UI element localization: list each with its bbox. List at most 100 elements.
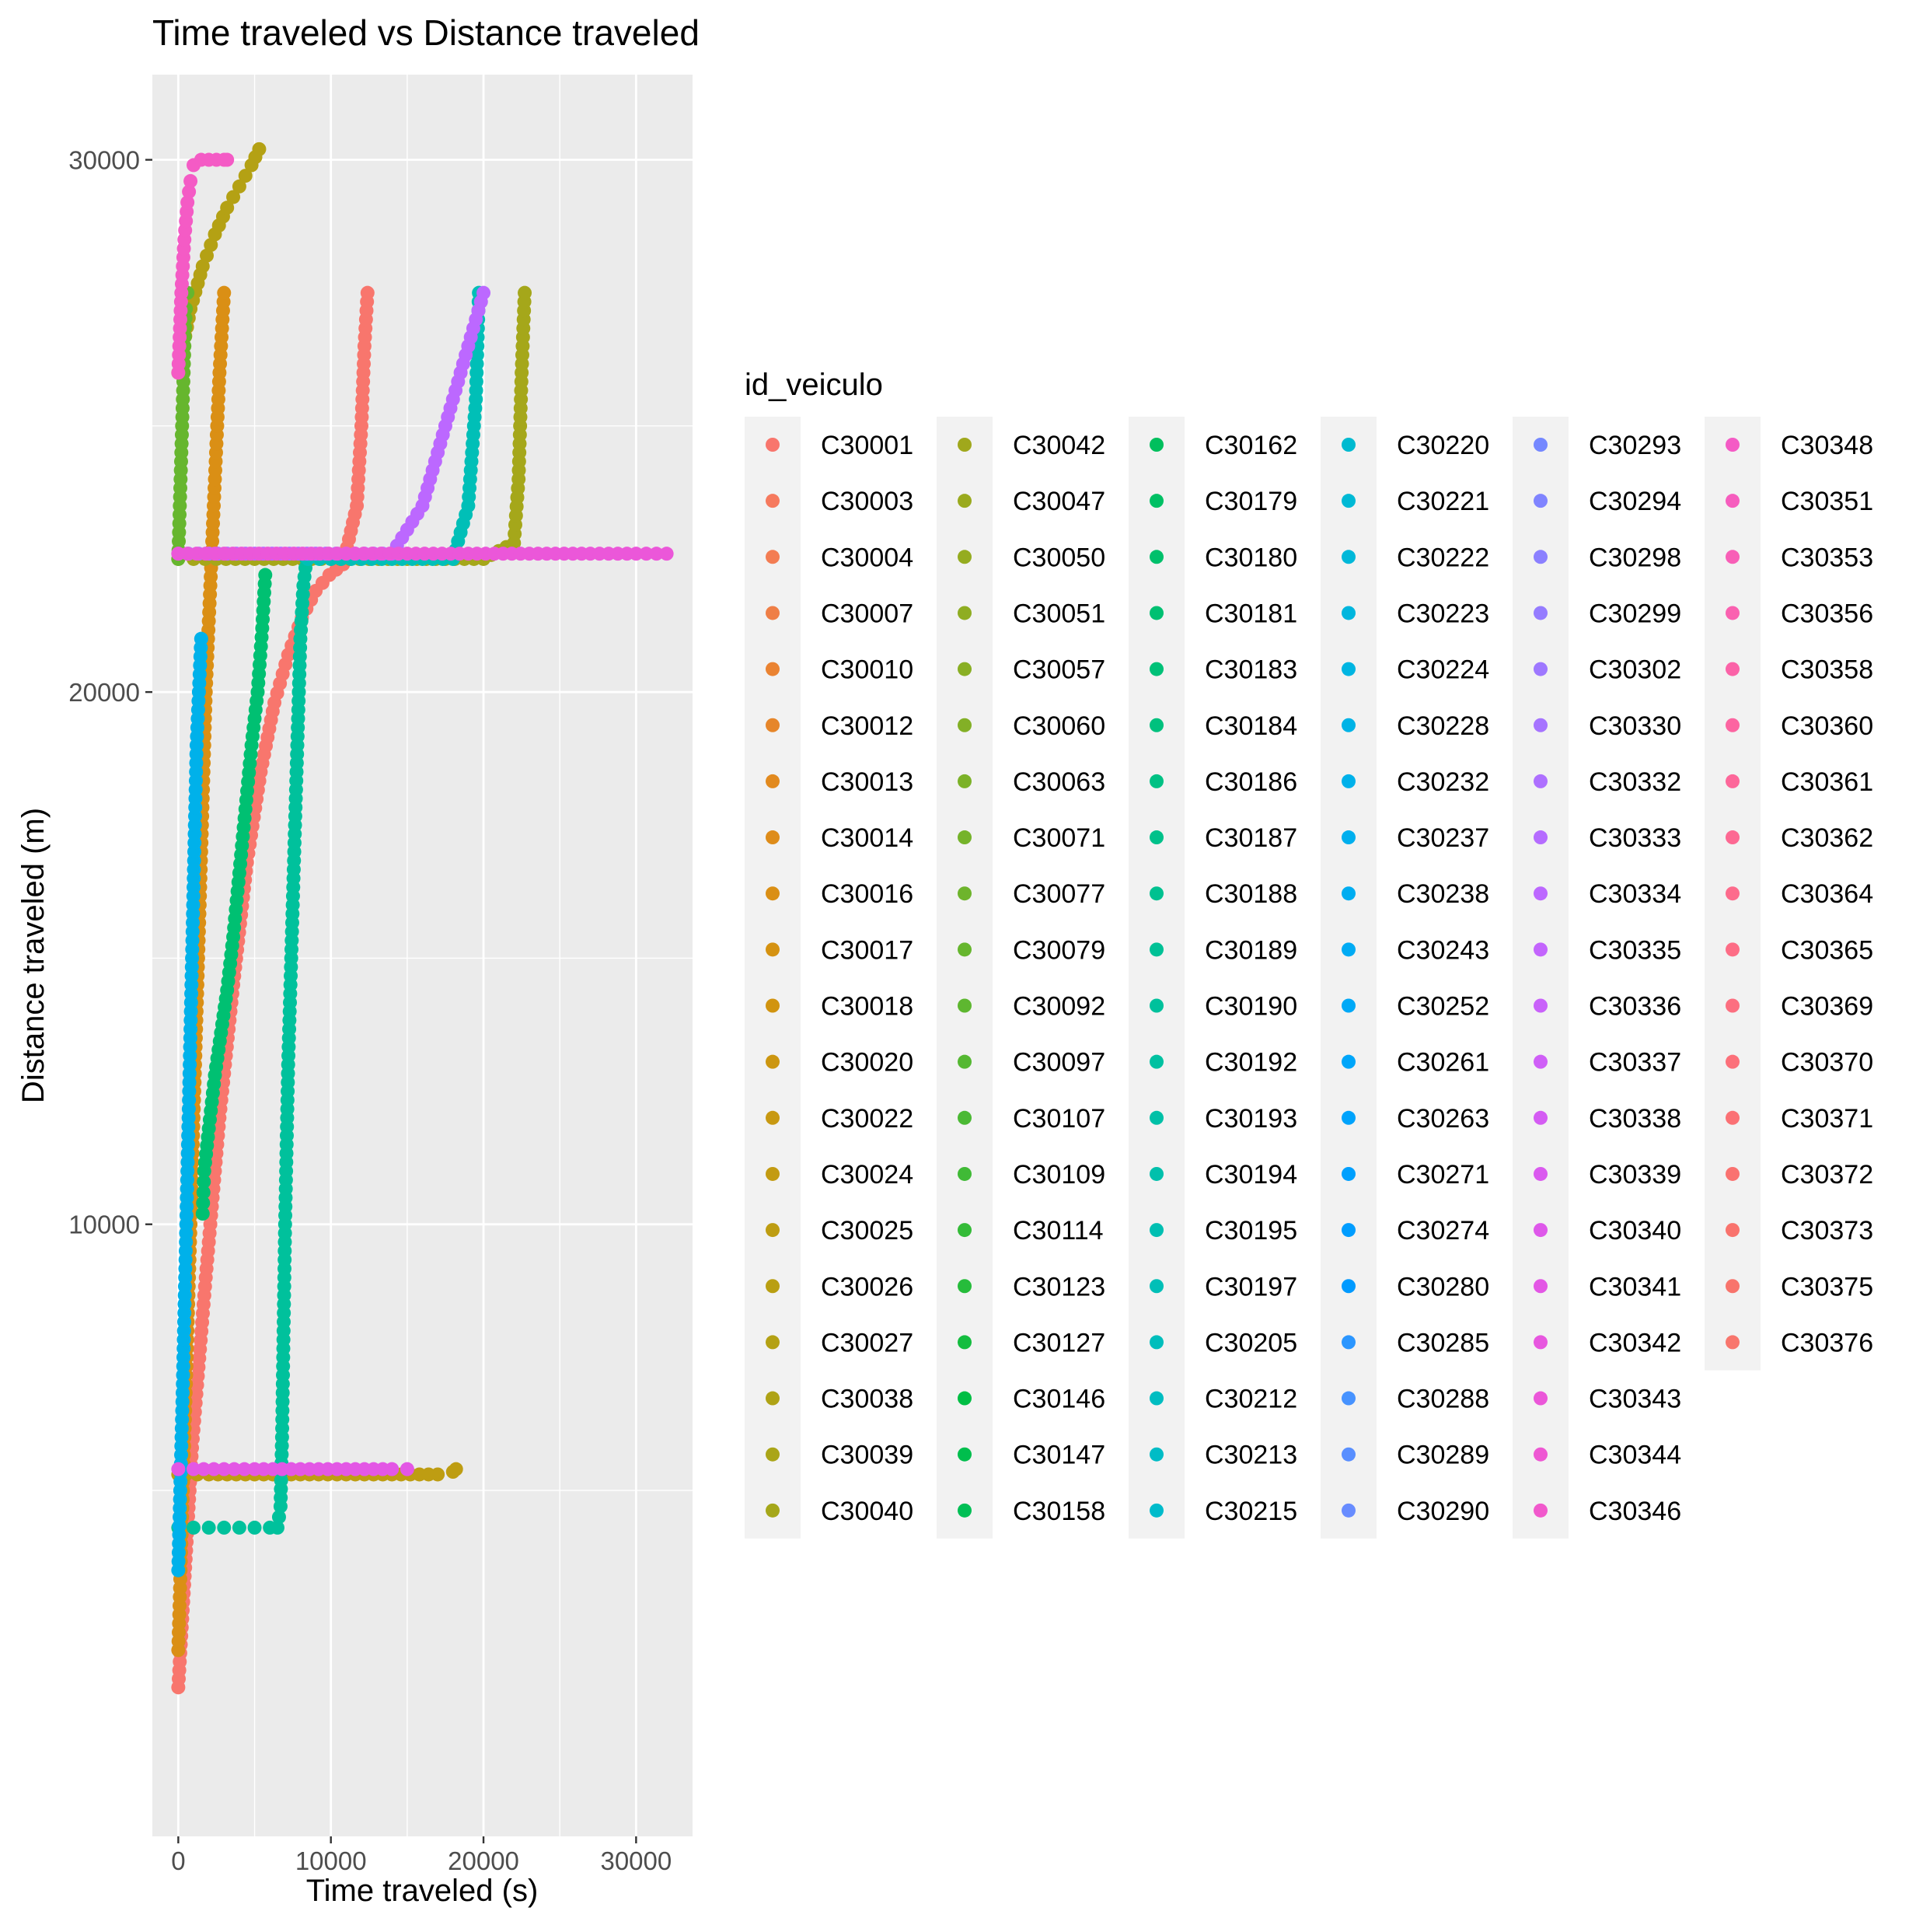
legend-item: C30071 bbox=[958, 823, 1105, 853]
legend-marker bbox=[1342, 1110, 1356, 1125]
legend-marker bbox=[1150, 1447, 1164, 1462]
legend-label: C30220 bbox=[1397, 431, 1489, 460]
legend-item: C30027 bbox=[766, 1328, 913, 1357]
legend-marker bbox=[1150, 1391, 1164, 1406]
data-point bbox=[639, 547, 654, 561]
legend-item: C30280 bbox=[1342, 1272, 1489, 1301]
legend-item: C30193 bbox=[1150, 1104, 1297, 1134]
legend-item: C30340 bbox=[1534, 1216, 1681, 1245]
legend-item: C30290 bbox=[1342, 1497, 1489, 1526]
legend-marker bbox=[1726, 494, 1740, 508]
legend-marker bbox=[1342, 1503, 1356, 1518]
legend-marker bbox=[1534, 1166, 1548, 1181]
legend-item: C30336 bbox=[1534, 992, 1681, 1022]
legend-label: C30280 bbox=[1397, 1272, 1489, 1301]
legend-item: C30107 bbox=[958, 1104, 1105, 1134]
legend-marker bbox=[766, 1110, 780, 1125]
legend-marker bbox=[766, 1391, 780, 1406]
legend-label: C30004 bbox=[821, 543, 913, 572]
legend-label: C30147 bbox=[1013, 1441, 1105, 1470]
legend-item: C30341 bbox=[1534, 1272, 1681, 1301]
legend-item: C30097 bbox=[958, 1048, 1105, 1078]
data-point bbox=[476, 285, 491, 300]
legend-marker bbox=[1726, 550, 1740, 564]
legend-label: C30341 bbox=[1589, 1272, 1681, 1301]
legend-items: C30001 C30003 C30004 C30007 C30010 C30012 C300… bbox=[745, 416, 1873, 1539]
data-point bbox=[183, 173, 198, 188]
legend-marker bbox=[958, 774, 972, 788]
legend-item: C30022 bbox=[766, 1104, 913, 1134]
data-point bbox=[194, 631, 208, 646]
data-point bbox=[360, 285, 375, 300]
legend-marker bbox=[1150, 662, 1164, 676]
legend-label: C30038 bbox=[821, 1385, 913, 1414]
legend-marker bbox=[1726, 1223, 1740, 1238]
legend-marker bbox=[1534, 1054, 1548, 1069]
legend-label: C30192 bbox=[1205, 1048, 1297, 1078]
legend-item: C30302 bbox=[1534, 655, 1681, 685]
legend-label: C30063 bbox=[1013, 767, 1105, 797]
legend-marker bbox=[1150, 718, 1164, 732]
legend-item: C30190 bbox=[1150, 992, 1297, 1022]
legend-marker bbox=[1342, 774, 1356, 788]
legend-item: C30025 bbox=[766, 1216, 913, 1245]
legend-marker bbox=[1150, 1166, 1164, 1181]
legend-item: C30228 bbox=[1342, 711, 1489, 741]
legend-label: C30346 bbox=[1589, 1497, 1681, 1526]
legend-marker bbox=[958, 438, 972, 452]
legend-label: C30224 bbox=[1397, 655, 1489, 685]
data-point bbox=[196, 1185, 211, 1200]
legend-label: C30289 bbox=[1397, 1441, 1489, 1470]
legend-item: C30014 bbox=[766, 823, 913, 853]
legend-label: C30026 bbox=[821, 1272, 913, 1301]
legend-item: C30180 bbox=[1150, 543, 1297, 572]
legend-item: C30189 bbox=[1150, 935, 1297, 965]
legend-marker bbox=[766, 1166, 780, 1181]
legend-label: C30017 bbox=[821, 935, 913, 965]
legend-label: C30342 bbox=[1589, 1328, 1681, 1357]
legend-item: C30012 bbox=[766, 711, 913, 741]
legend-item: C30205 bbox=[1150, 1328, 1297, 1357]
legend-item: C30360 bbox=[1726, 711, 1873, 741]
legend-label: C30020 bbox=[821, 1048, 913, 1078]
legend-label: C30348 bbox=[1781, 431, 1873, 460]
legend-item: C30338 bbox=[1534, 1104, 1681, 1134]
legend-item: C30186 bbox=[1150, 767, 1297, 797]
data-point bbox=[180, 195, 195, 210]
legend-marker bbox=[958, 718, 972, 732]
legend-label: C30340 bbox=[1589, 1216, 1681, 1245]
legend-label: C30109 bbox=[1013, 1160, 1105, 1190]
legend-label: C30024 bbox=[821, 1160, 913, 1190]
legend-item: C30252 bbox=[1342, 992, 1489, 1022]
legend-marker bbox=[958, 606, 972, 620]
legend-item: C30215 bbox=[1150, 1497, 1297, 1526]
legend-item: C30238 bbox=[1342, 879, 1489, 909]
legend-item: C30351 bbox=[1726, 487, 1873, 516]
legend-label: C30336 bbox=[1589, 992, 1681, 1022]
legend-marker bbox=[766, 606, 780, 620]
legend-label: C30071 bbox=[1013, 823, 1105, 853]
legend-marker bbox=[766, 886, 780, 901]
legend-marker bbox=[1726, 830, 1740, 845]
legend-label: C30223 bbox=[1397, 599, 1489, 628]
legend-marker bbox=[958, 662, 972, 676]
legend-item: C30147 bbox=[958, 1441, 1105, 1470]
legend-label: C30051 bbox=[1013, 599, 1105, 628]
legend-item: C30243 bbox=[1342, 935, 1489, 965]
legend-marker bbox=[1534, 438, 1548, 452]
legend-marker bbox=[958, 1447, 972, 1462]
legend-item: C30016 bbox=[766, 879, 913, 909]
legend-marker bbox=[1342, 606, 1356, 620]
data-point bbox=[227, 1462, 242, 1476]
legend-marker bbox=[766, 1223, 780, 1238]
legend-marker bbox=[1342, 438, 1356, 452]
legend-label: C30183 bbox=[1205, 655, 1297, 685]
legend-marker bbox=[1150, 774, 1164, 788]
legend-item: C30376 bbox=[1726, 1328, 1873, 1357]
legend-item: C30274 bbox=[1342, 1216, 1489, 1245]
legend-label: C30179 bbox=[1205, 487, 1297, 516]
legend-item: C30194 bbox=[1150, 1160, 1297, 1190]
legend-label: C30010 bbox=[821, 655, 913, 685]
